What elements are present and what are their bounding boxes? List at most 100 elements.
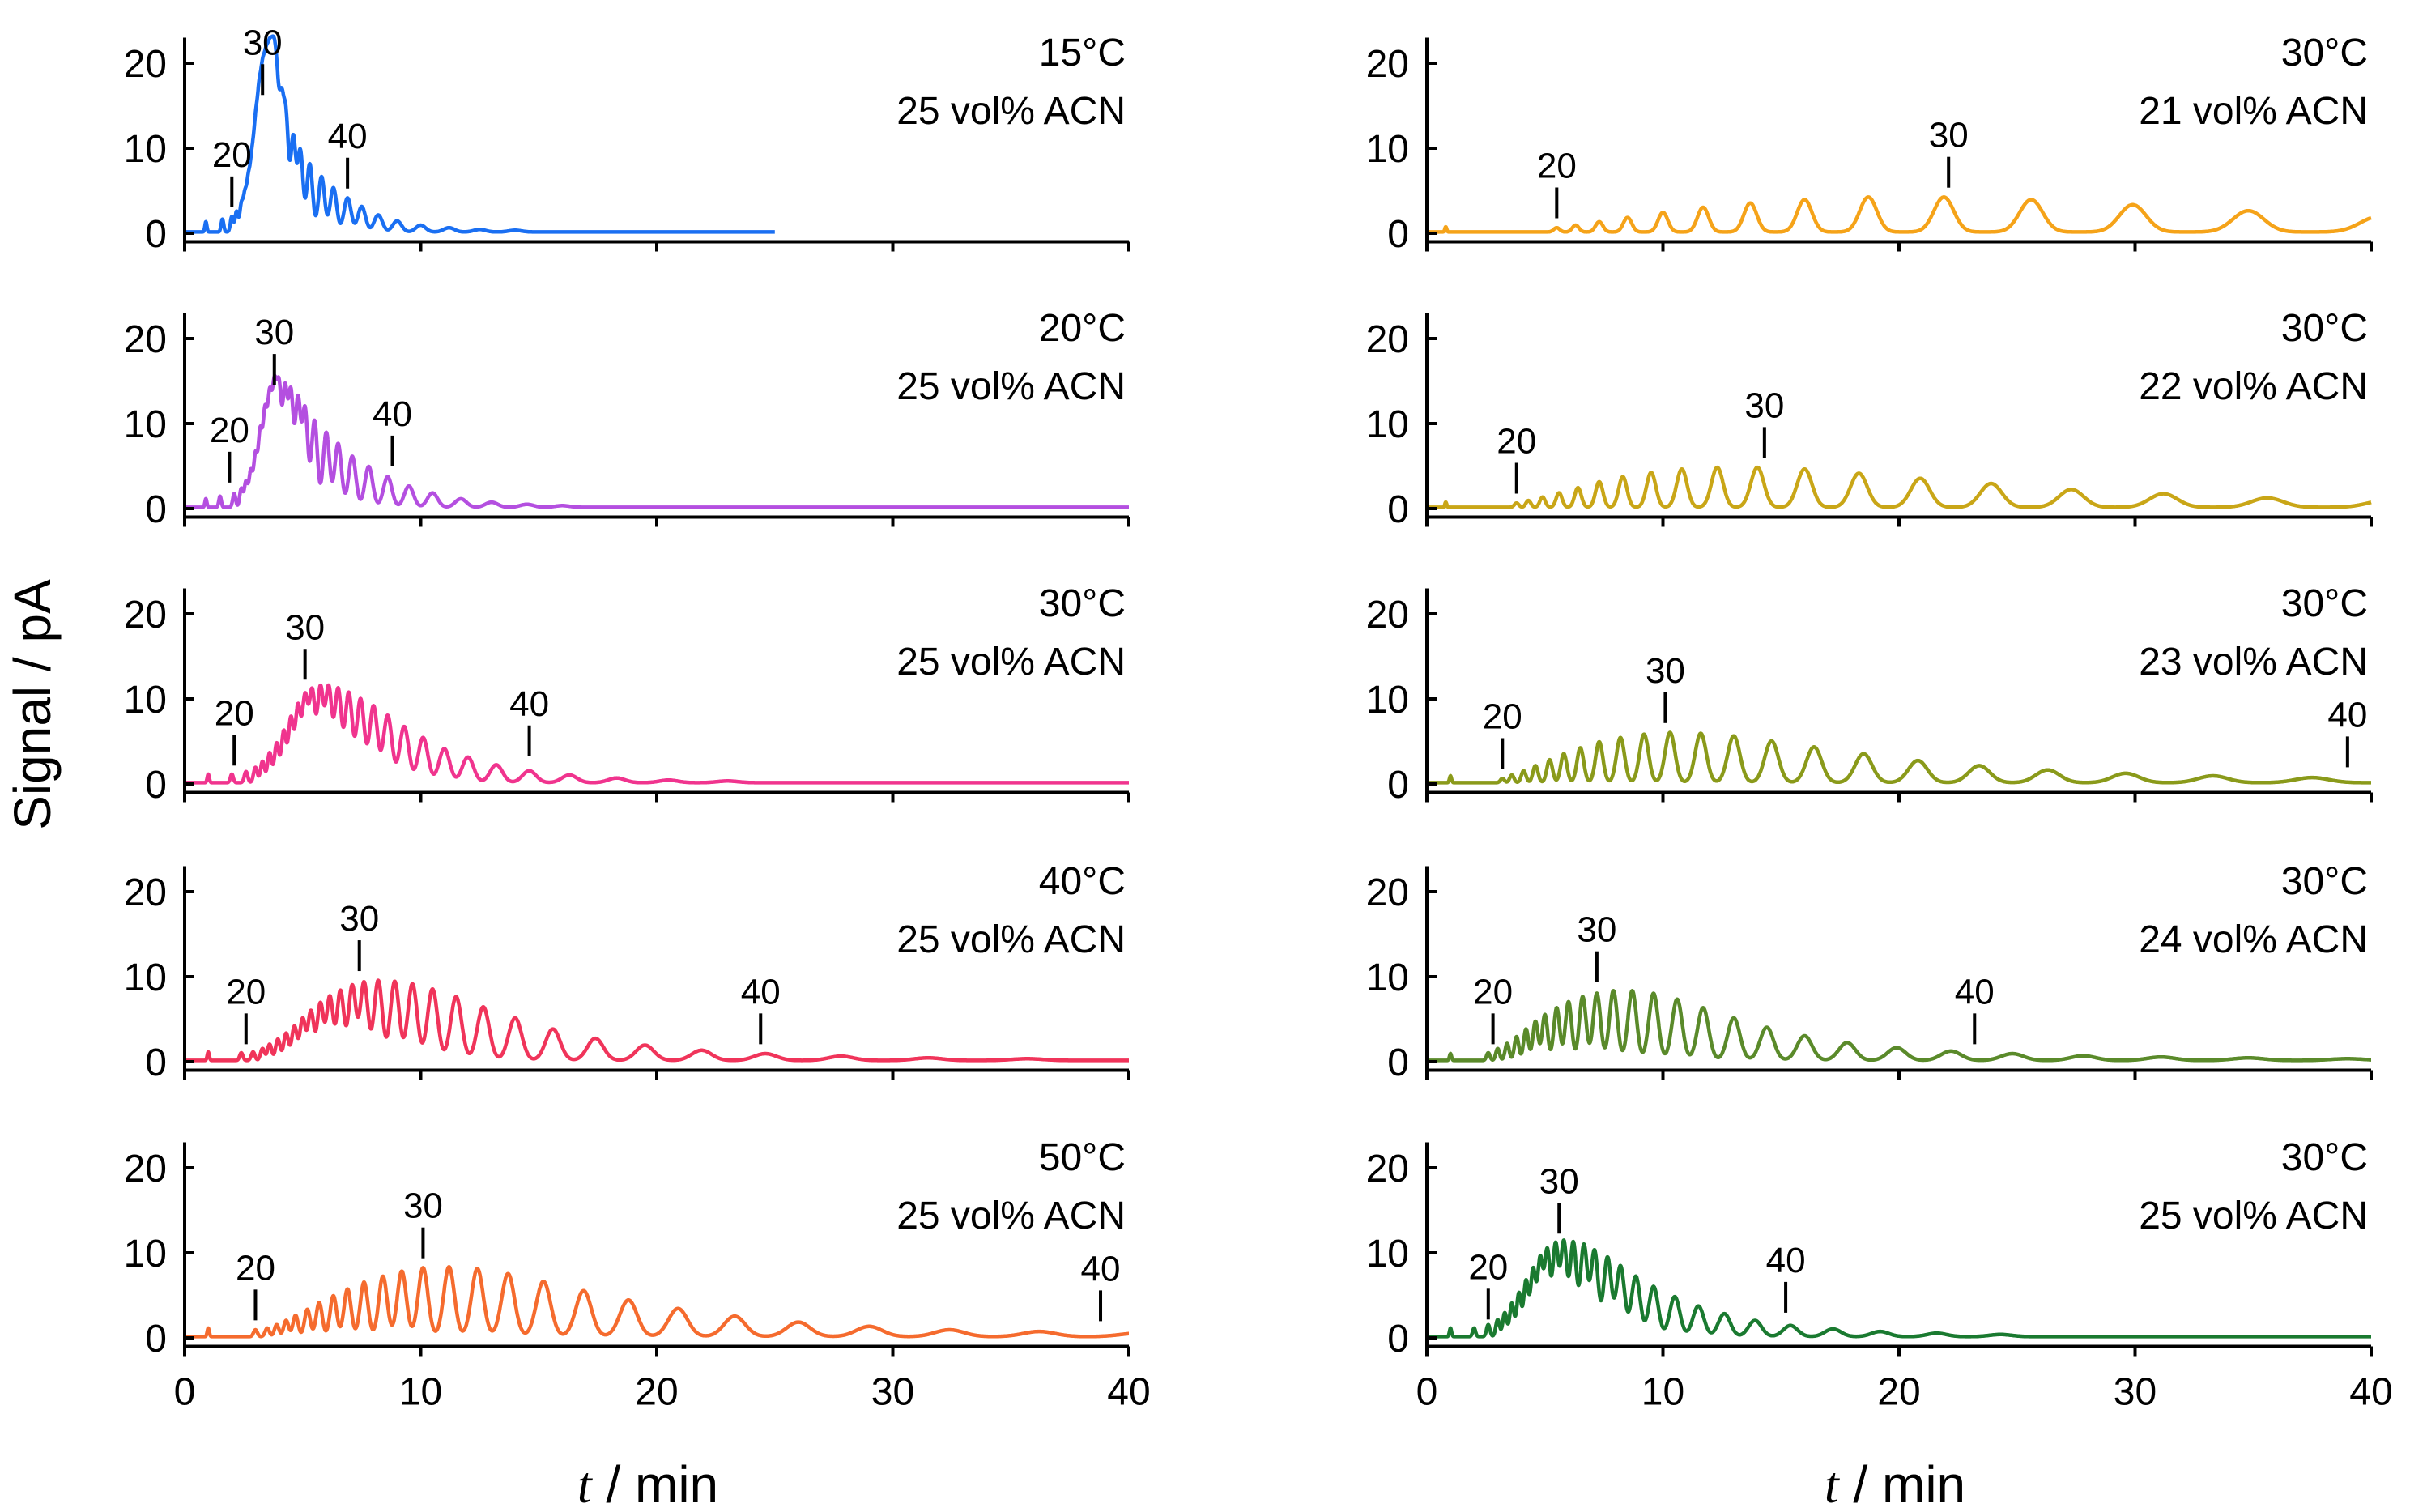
- y-tick-label: 20: [124, 1148, 167, 1190]
- y-tick-label: 0: [1387, 213, 1409, 256]
- acn-label: 25 vol% ACN: [2139, 1195, 2368, 1237]
- peak-label: 40: [1766, 1241, 1806, 1280]
- temperature-label: 30°C: [2281, 860, 2368, 903]
- x-tick-label: 20: [1877, 1371, 1920, 1414]
- signal-trace: [183, 34, 777, 234]
- temperature-label: 40°C: [1039, 860, 1126, 903]
- acn-label: 21 vol% ACN: [2139, 90, 2368, 133]
- acn-label: 24 vol% ACN: [2139, 918, 2368, 961]
- x-tick-label: 30: [2114, 1371, 2157, 1414]
- peak-label: 40: [1081, 1249, 1121, 1288]
- temperature-label: 30°C: [2281, 1136, 2368, 1179]
- signal-trace: [1425, 989, 2373, 1063]
- panel-left-3: 0 10 20 40°C 25 vol% ACN 20 30 40: [124, 860, 1130, 1084]
- y-axis-label: Signal / pA: [3, 579, 62, 830]
- y-tick-label: 20: [124, 871, 167, 914]
- x-axis-var: t: [577, 1456, 594, 1512]
- temperature-label: 30°C: [1039, 582, 1126, 625]
- panel-right-4: 0 10 20 0 10 20 30 40 30°C 25 vol% ACN 20 30 40: [1366, 1136, 2393, 1414]
- y-tick-label: 20: [1366, 1148, 1409, 1190]
- temperature-label: 30°C: [2281, 307, 2368, 350]
- x-tick-label: 40: [2349, 1371, 2392, 1414]
- x-tick-label: 0: [1416, 1371, 1438, 1414]
- acn-label: 25 vol% ACN: [896, 1195, 1126, 1237]
- peak-label: 30: [1646, 651, 1685, 691]
- x-tick-label: 10: [1641, 1371, 1684, 1414]
- peak-label: 30: [254, 313, 294, 352]
- y-tick-label: 20: [1366, 43, 1409, 86]
- signal-trace: [183, 683, 1130, 785]
- peak-label: 20: [1537, 147, 1577, 186]
- peak-label: 20: [1497, 422, 1536, 462]
- y-tick-label: 20: [1366, 871, 1409, 914]
- panel-left-4: 0 10 20 0 10 20 30 40 50°C 25 vol% ACN 20 30 40: [124, 1136, 1151, 1414]
- signal-trace: [1425, 1238, 2373, 1339]
- peak-label: 20: [1483, 697, 1522, 737]
- signal-trace: [183, 373, 1130, 509]
- x-tick-label: 20: [635, 1371, 678, 1414]
- acn-label: 23 vol% ACN: [2139, 641, 2368, 684]
- peak-label: 30: [243, 23, 283, 62]
- y-tick-label: 10: [124, 679, 167, 722]
- signal-trace: [1425, 465, 2373, 509]
- temperature-label: 30°C: [2281, 582, 2368, 625]
- signal-trace: [1425, 730, 2373, 785]
- acn-label: 25 vol% ACN: [896, 918, 1126, 961]
- peak-label: 20: [226, 972, 266, 1012]
- y-tick-label: 10: [124, 1233, 167, 1276]
- y-tick-label: 20: [124, 594, 167, 637]
- x-axis-unit: / min: [1839, 1455, 1965, 1512]
- acn-label: 25 vol% ACN: [896, 365, 1126, 408]
- y-tick-label: 0: [145, 1318, 167, 1361]
- panels-layer: 0 10 20 15°C 25 vol% ACN 20 30 40 0 10 20 20°C 25 vo…: [124, 23, 2393, 1413]
- y-tick-label: 10: [124, 956, 167, 999]
- temperature-label: 15°C: [1039, 32, 1126, 75]
- peak-label: 40: [509, 684, 549, 724]
- y-tick-label: 20: [124, 318, 167, 361]
- x-axis-label-left: t / min: [577, 1455, 718, 1512]
- signal-trace: [1425, 195, 2373, 234]
- y-tick-label: 0: [1387, 764, 1409, 807]
- peak-label: 20: [1473, 972, 1513, 1012]
- y-tick-label: 10: [1366, 1233, 1409, 1276]
- panel-left-2: 0 10 20 30°C 25 vol% ACN 20 30 40: [124, 582, 1130, 807]
- temperature-label: 20°C: [1039, 307, 1126, 350]
- y-tick-label: 0: [145, 1041, 167, 1084]
- peak-label: 40: [373, 394, 412, 434]
- peak-label: 30: [1929, 116, 1969, 155]
- peak-label: 40: [328, 117, 368, 156]
- peak-label: 20: [236, 1248, 275, 1288]
- peak-label: 30: [1744, 385, 1784, 425]
- peak-label: 30: [1539, 1161, 1579, 1201]
- y-tick-label: 10: [1366, 679, 1409, 722]
- x-axis-unit: / min: [592, 1455, 718, 1512]
- temperature-label: 50°C: [1039, 1136, 1126, 1179]
- peak-label: 30: [1577, 910, 1616, 950]
- x-tick-label: 30: [871, 1371, 914, 1414]
- y-tick-label: 20: [1366, 594, 1409, 637]
- peak-label: 20: [1468, 1247, 1508, 1287]
- x-tick-label: 10: [399, 1371, 442, 1414]
- peak-label: 40: [2327, 695, 2367, 735]
- acn-label: 25 vol% ACN: [896, 641, 1126, 684]
- panel-right-3: 0 10 20 30°C 24 vol% ACN 20 30 40: [1366, 860, 2373, 1084]
- y-tick-label: 20: [124, 43, 167, 86]
- y-tick-label: 0: [1387, 488, 1409, 531]
- peak-label: 30: [339, 899, 379, 939]
- x-axis-var: t: [1825, 1456, 1841, 1512]
- y-tick-label: 0: [1387, 1041, 1409, 1084]
- panel-right-1: 0 10 20 30°C 22 vol% ACN 20 30: [1366, 307, 2373, 531]
- acn-label: 22 vol% ACN: [2139, 365, 2368, 408]
- signal-trace: [183, 1265, 1130, 1339]
- y-tick-label: 0: [1387, 1318, 1409, 1361]
- peak-label: 20: [210, 411, 249, 450]
- x-tick-label: 40: [1107, 1371, 1150, 1414]
- y-tick-label: 10: [124, 128, 167, 171]
- panel-right-2: 0 10 20 30°C 23 vol% ACN 20 30 40: [1366, 582, 2373, 807]
- y-tick-label: 10: [1366, 403, 1409, 446]
- y-tick-label: 0: [145, 488, 167, 531]
- panel-left-0: 0 10 20 15°C 25 vol% ACN 20 30 40: [124, 23, 1130, 256]
- peak-label: 40: [1955, 972, 1995, 1012]
- x-tick-label: 0: [174, 1371, 196, 1414]
- peak-label: 30: [403, 1186, 443, 1226]
